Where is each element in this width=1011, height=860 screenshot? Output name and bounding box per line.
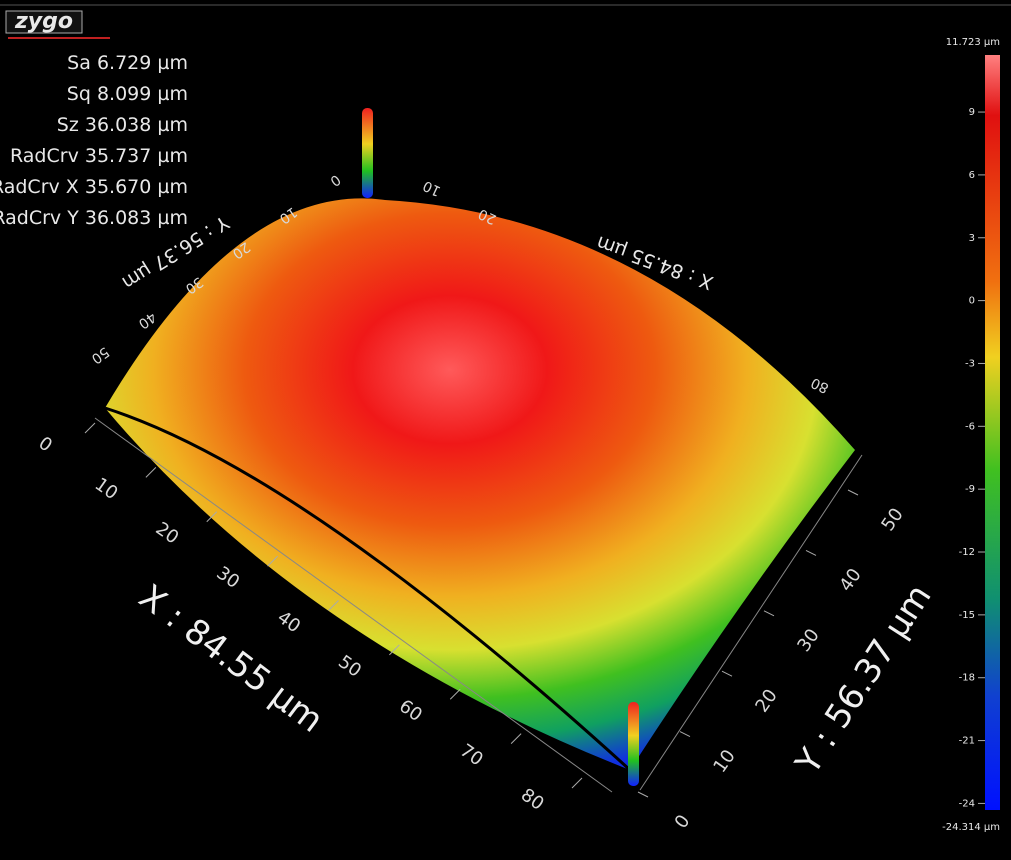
stat: RadCrv Y 36.083 µm [0, 207, 188, 229]
stat-unit: µm [157, 83, 188, 105]
colorbar-tick-label: -9 [965, 484, 975, 495]
colorbar-tick-label: -15 [959, 610, 975, 621]
colorbar-tick-label: -12 [959, 547, 975, 558]
surface [105, 198, 855, 771]
axis-tick-label: 0 [35, 433, 56, 457]
colorbar-min: -24.314 µm [942, 822, 1000, 833]
axis-tick [510, 733, 522, 744]
colorbar-tick-label: 0 [969, 296, 975, 307]
stat-value: 8.099 [97, 83, 151, 105]
stat: RadCrv 35.737 µm [10, 145, 188, 167]
stat-value: 36.038 [85, 114, 151, 136]
stat-name: Sa [67, 52, 91, 74]
stat-name: Sz [57, 114, 79, 136]
axis-tick-label: 10 [709, 746, 739, 777]
axis-tick [206, 511, 218, 523]
axis-tick [763, 610, 775, 617]
colorbar-tick-label: 3 [969, 233, 975, 244]
colorbar-tick-label: -18 [959, 673, 975, 684]
axis-tick-label: 40 [273, 607, 304, 637]
axis-tick [328, 600, 339, 611]
stat-name: RadCrv X [0, 176, 79, 198]
stat-value: 35.737 [85, 145, 151, 167]
axis-tick [721, 670, 733, 677]
axis-tick [449, 688, 461, 700]
stat: Sa 6.729 µm [67, 52, 188, 74]
axis-tick-label: 0 [327, 171, 343, 189]
colorbar-tick-label: 9 [969, 107, 975, 118]
axis-tick-label: 20 [152, 518, 183, 548]
stat: Sz 36.038 µm [57, 114, 188, 136]
stat: RadCrv X 35.670 µm [0, 176, 188, 198]
axis-tick [84, 422, 96, 434]
x-axis-line [94, 417, 613, 793]
axis-tick-label: 50 [88, 343, 112, 366]
axis-tick-label: 10 [91, 474, 122, 504]
axis-tick [679, 731, 691, 738]
surface-edge [104, 406, 632, 772]
logo: zygo [14, 9, 73, 34]
stat-unit: µm [157, 176, 188, 198]
stat: Sq 8.099 µm [67, 83, 188, 105]
stat-name: RadCrv [10, 145, 79, 167]
y-axis-line [639, 454, 863, 791]
axis-title: X : 84.55 µm [131, 577, 330, 741]
axis-tick [805, 549, 817, 556]
axis-tick-label: 60 [395, 696, 426, 726]
colorbar-tick-label: 6 [969, 170, 975, 181]
stat-name: RadCrv Y [0, 207, 79, 229]
colorbar-tick-label: -24 [959, 798, 975, 809]
stat-value: 6.729 [97, 52, 151, 74]
axis-tick [145, 467, 157, 478]
axis-tick-label: 50 [877, 504, 907, 535]
axis-tick-label: 20 [751, 686, 781, 717]
stat-value: 36.083 [85, 207, 151, 229]
axis-tick-label: 80 [517, 784, 548, 814]
axis-tick [847, 489, 859, 496]
axis-tick [267, 555, 278, 567]
axis-tick-label: 70 [456, 740, 487, 770]
stat-name: Sq [67, 83, 91, 105]
marker-pin [628, 702, 639, 786]
axis-tick [637, 791, 649, 798]
stat-value: 35.670 [85, 176, 151, 198]
marker-pin [362, 108, 373, 198]
logo-box [5, 10, 83, 34]
axis-tick-label: 40 [835, 565, 865, 596]
axis-tick-label: 80 [809, 374, 832, 396]
axis-tick-label: 30 [213, 563, 244, 593]
axis-tick-label: 20 [476, 205, 499, 227]
axis-tick-label: 30 [793, 625, 823, 656]
colorbar-tick-label: -6 [965, 421, 975, 432]
colorbar [985, 55, 1000, 810]
stat-unit: µm [157, 52, 188, 74]
colorbar-max: 11.723 µm [946, 37, 1000, 48]
axis-title: Y : 56.37 µm [787, 577, 939, 781]
axis-tick-label: 10 [421, 177, 444, 199]
axis-tick-label: 50 [334, 651, 365, 681]
stat-unit: µm [157, 207, 188, 229]
colorbar-tick-label: -21 [959, 736, 975, 747]
axis-tick [389, 644, 400, 656]
stat-unit: µm [157, 114, 188, 136]
axis-tick [571, 777, 583, 789]
axis-tick-label: 40 [135, 308, 159, 331]
colorbar-tick-label: -3 [965, 358, 975, 369]
axis-tick-label: 0 [671, 811, 695, 832]
stat-unit: µm [157, 145, 188, 167]
